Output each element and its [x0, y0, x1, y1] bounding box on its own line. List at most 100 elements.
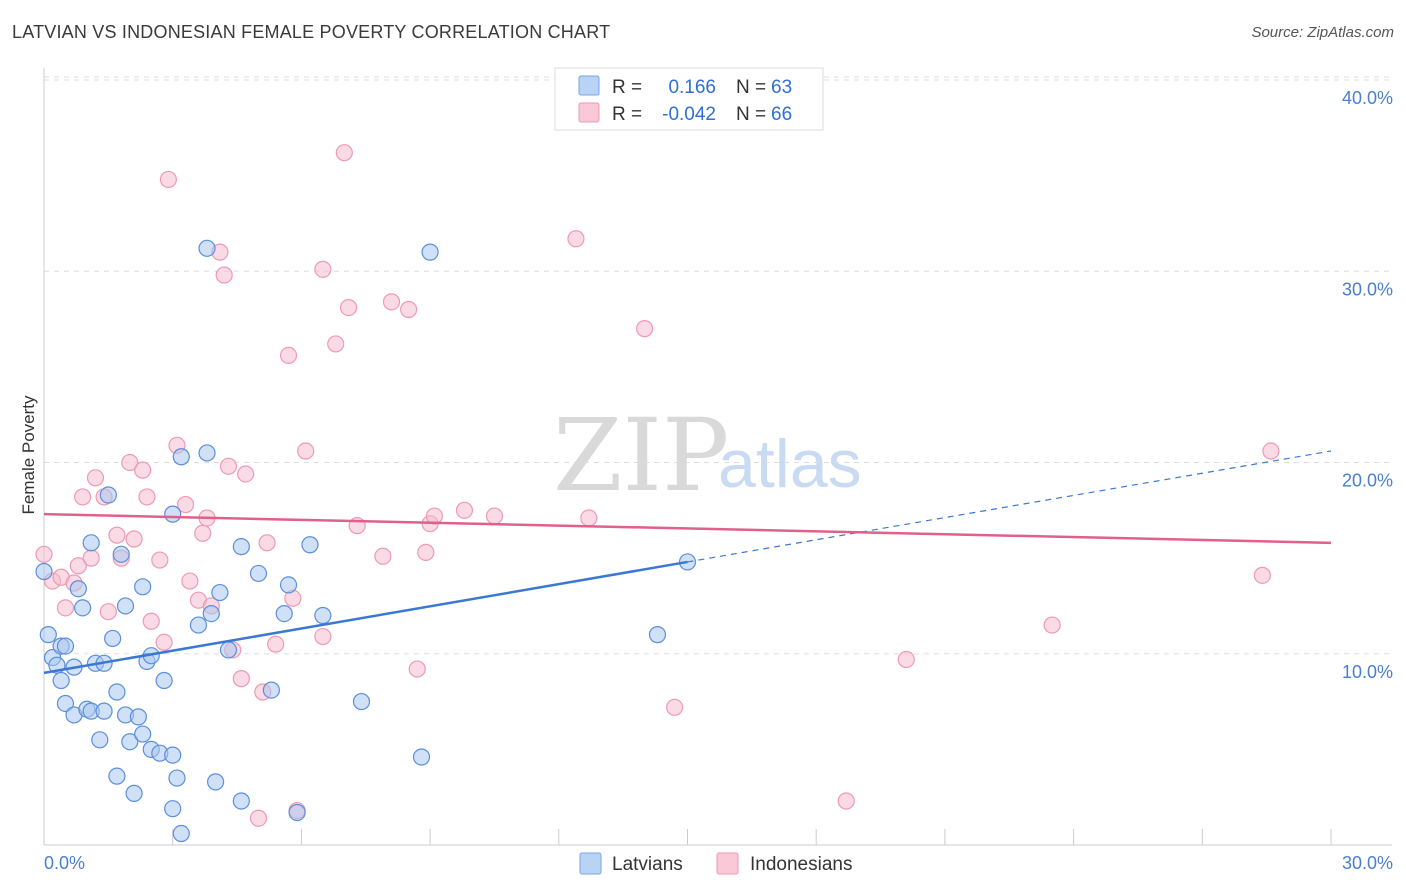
y-tick-label: 40.0% [1342, 88, 1393, 108]
latvians-point [189, 616, 208, 634]
legend-r-value-latvians: 0.166 [668, 77, 716, 98]
indonesians-point [155, 633, 173, 651]
latvians-point [352, 692, 371, 711]
latvians-point [314, 606, 332, 625]
latvians-point [69, 580, 87, 598]
latvians-point [301, 536, 319, 554]
latvians-point [116, 597, 135, 615]
latvians-point [56, 637, 75, 655]
indonesians-point [249, 809, 268, 827]
bottom-legend-label-indonesians: Indonesians [750, 854, 852, 875]
legend-n-value-indonesians: 66 [771, 104, 792, 125]
latvians-point [99, 486, 117, 504]
indonesians-point [121, 453, 139, 472]
x-tick-label: 30.0% [1342, 853, 1393, 873]
latvians-point [172, 824, 190, 843]
legend-r-label-latvians: R = [612, 77, 642, 98]
indonesians-point [86, 469, 105, 487]
latvians-point [108, 767, 126, 785]
latvians-point [121, 733, 139, 751]
latvians-point [202, 604, 220, 623]
indonesians-point [138, 488, 156, 506]
latvians-point [421, 243, 439, 261]
indonesians-point [279, 346, 298, 364]
latvians-point [164, 746, 182, 764]
y-tick-label: 30.0% [1342, 279, 1393, 299]
latvians-point [164, 505, 182, 523]
legend-n-label-indonesians: N = [736, 104, 766, 125]
latvians-trend-extension [687, 450, 1332, 563]
chart-title: LATVIAN VS INDONESIAN FEMALE POVERTY COR… [12, 22, 611, 42]
series-legend: Latvians Indonesians [579, 852, 852, 875]
latvians-point [74, 599, 92, 617]
indonesians-point [176, 495, 195, 514]
indonesians-point [455, 501, 474, 519]
indonesians-point [99, 603, 117, 621]
correlation-legend: R = 0.166 N = 63 R = -0.042 N = 66 [554, 67, 824, 131]
tick-labels: 10.0% 20.0% 30.0% 40.0% 0.0% 30.0% [44, 88, 1393, 873]
indonesians-point [82, 549, 100, 567]
x-tick-label: 0.0% [44, 853, 85, 873]
legend-n-value-latvians: 63 [771, 77, 792, 98]
indonesians-point [74, 488, 92, 506]
latvians-point [249, 564, 268, 583]
latvians-point [172, 448, 190, 466]
indonesians-point [417, 543, 435, 561]
indonesians-point [374, 547, 392, 565]
latvians-point [52, 671, 70, 690]
latvians-point [275, 604, 293, 623]
indonesians-point [666, 698, 684, 716]
indonesians-point [327, 335, 345, 353]
indonesians-point [382, 293, 401, 311]
bottom-legend-swatch-latvians [579, 852, 602, 875]
trend-lines [43, 450, 1332, 675]
indonesians-point [335, 144, 353, 162]
latvians-point [56, 694, 75, 713]
indonesians-point [580, 509, 598, 527]
y-tick-label: 10.0% [1342, 662, 1393, 682]
latvians-point [95, 702, 113, 720]
indonesians-point [134, 461, 152, 479]
indonesians-point [108, 526, 126, 544]
latvians-point [412, 748, 431, 766]
indonesians-point [258, 534, 276, 552]
latvians-point [134, 578, 152, 596]
indonesians-point [485, 507, 504, 525]
axes [43, 68, 1392, 846]
latvians-point [168, 769, 186, 787]
indonesians-point [314, 260, 332, 278]
indonesians-point [159, 170, 178, 189]
latvians-point [164, 800, 182, 818]
indonesians-point [125, 530, 143, 548]
legend-n-label-latvians: N = [736, 77, 766, 98]
latvians-point [125, 784, 143, 802]
bottom-legend-label-latvians: Latvians [612, 854, 683, 875]
latvians-point [232, 792, 250, 810]
latvians-point [35, 562, 53, 581]
latvians-point [155, 671, 173, 690]
legend-swatch-indonesians [578, 102, 600, 123]
latvians-point [129, 708, 147, 726]
y-tick-label: 20.0% [1342, 471, 1393, 491]
latvians-series [35, 239, 697, 843]
latvians-point [91, 731, 109, 749]
latvians-point [648, 626, 667, 644]
indonesians-point [314, 627, 332, 646]
indonesians-point [215, 266, 233, 284]
latvians-point [279, 576, 298, 594]
indonesians-point [897, 650, 915, 669]
indonesians-point [35, 545, 53, 563]
latvians-trend-line [43, 560, 688, 675]
chart-source: Source: ZipAtlas.com [1251, 24, 1394, 41]
indonesians-point [194, 524, 212, 542]
latvians-point [82, 534, 100, 552]
indonesians-point [1043, 616, 1061, 634]
latvians-point [219, 641, 238, 659]
latvians-point [262, 681, 280, 699]
indonesians-point [297, 442, 315, 460]
latvians-point [104, 629, 122, 648]
latvians-point [232, 538, 250, 556]
latvians-point [108, 683, 126, 701]
indonesians-point [267, 635, 285, 653]
